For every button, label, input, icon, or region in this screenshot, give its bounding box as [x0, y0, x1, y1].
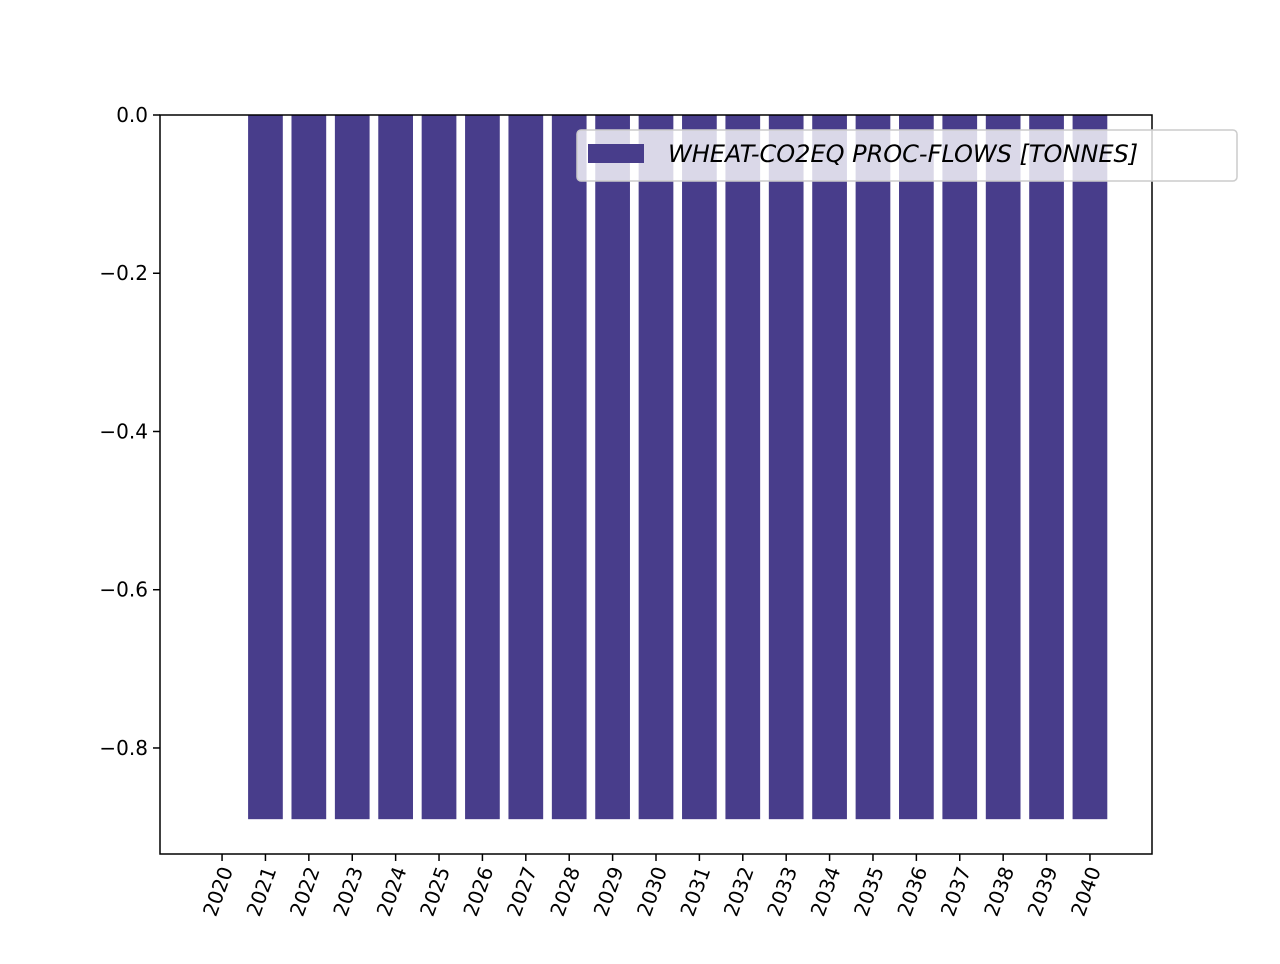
bar — [378, 115, 413, 820]
bar — [551, 115, 587, 820]
x-tick-label: 2028 — [545, 863, 585, 919]
bar — [985, 115, 1021, 820]
y-tick-label: −0.6 — [99, 578, 148, 602]
x-tick-label: 2020 — [198, 863, 238, 919]
bar — [1072, 115, 1108, 820]
bar — [248, 115, 283, 820]
x-tick-label: 2034 — [805, 863, 845, 919]
x-tick-label: 2033 — [762, 863, 802, 919]
bar — [725, 115, 761, 820]
bar — [768, 115, 804, 820]
x-tick-label: 2039 — [1022, 863, 1062, 919]
bar — [682, 115, 717, 820]
x-tick-label: 2038 — [979, 863, 1019, 919]
x-tick-label: 2022 — [285, 863, 325, 919]
x-tick-label: 2037 — [936, 863, 976, 919]
x-tick-label: 2035 — [849, 863, 889, 919]
bar — [812, 115, 847, 820]
x-tick-label: 2030 — [632, 863, 672, 919]
axes-frame — [159, 114, 1153, 855]
legend-label: WHEAT-CO2EQ PROC-FLOWS [TONNES] — [668, 140, 1138, 168]
bar — [508, 115, 544, 820]
x-tick-label: 2036 — [892, 863, 932, 919]
bar — [855, 115, 891, 820]
y-tick-label: −0.8 — [99, 736, 148, 760]
bar — [334, 115, 370, 820]
x-tick-label: 2027 — [502, 863, 542, 919]
bar — [595, 115, 630, 820]
x-tick-label: 2023 — [328, 863, 368, 919]
x-tick-label: 2025 — [415, 863, 455, 919]
x-tick-label: 2031 — [675, 863, 715, 919]
y-tick-label: −0.2 — [99, 261, 148, 285]
x-tick-label: 2024 — [372, 863, 412, 919]
x-tick-label: 2040 — [1066, 863, 1106, 919]
legend-box — [576, 129, 1238, 182]
bar — [1029, 115, 1064, 820]
x-tick-label: 2021 — [241, 863, 281, 919]
bar — [291, 115, 327, 820]
bar — [638, 115, 674, 820]
bar — [421, 115, 457, 820]
bar — [465, 115, 500, 820]
y-tick-label: −0.4 — [99, 419, 148, 443]
y-tick-label: 0.0 — [116, 103, 148, 127]
legend: WHEAT-CO2EQ PROC-FLOWS [TONNES] — [576, 129, 1238, 182]
bar — [942, 115, 978, 820]
legend-swatch — [588, 144, 644, 163]
x-tick-label: 2032 — [719, 863, 759, 919]
bar — [899, 115, 934, 820]
x-tick-label: 2029 — [589, 863, 629, 919]
x-tick-label: 2026 — [458, 863, 498, 919]
